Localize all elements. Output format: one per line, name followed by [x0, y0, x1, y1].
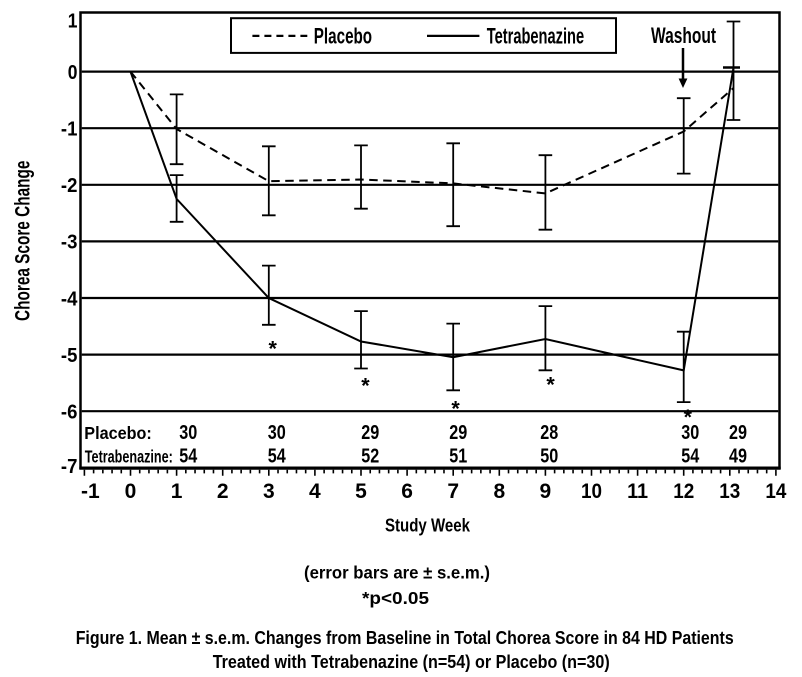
- svg-text:3: 3: [263, 480, 275, 503]
- svg-text:Tetrabenazine:: Tetrabenazine:: [85, 446, 173, 466]
- svg-text:51: 51: [449, 445, 467, 467]
- svg-text:Washout: Washout: [651, 23, 716, 48]
- svg-text:-5: -5: [61, 345, 78, 367]
- svg-text:4: 4: [309, 480, 321, 503]
- svg-text:28: 28: [540, 422, 558, 444]
- svg-text:Figure 1. Mean ± s.e.m. Change: Figure 1. Mean ± s.e.m. Changes from Bas…: [76, 628, 734, 648]
- svg-text:Placebo:: Placebo:: [84, 423, 152, 443]
- svg-text:-3: -3: [61, 232, 78, 254]
- svg-text:*p<0.05: *p<0.05: [362, 588, 429, 608]
- svg-text:-7: -7: [61, 456, 78, 478]
- svg-text:-1: -1: [81, 480, 100, 503]
- svg-text:11: 11: [627, 480, 648, 503]
- svg-text:0: 0: [68, 62, 78, 84]
- svg-text:7: 7: [447, 480, 459, 503]
- svg-text:-1: -1: [61, 119, 78, 141]
- svg-text:Placebo: Placebo: [314, 24, 372, 49]
- svg-text:Treated with Tetrabenazine (n=: Treated with Tetrabenazine (n=54) or Pla…: [213, 652, 610, 672]
- svg-text:54: 54: [268, 445, 287, 467]
- svg-text:*: *: [361, 374, 370, 398]
- svg-text:29: 29: [449, 422, 467, 444]
- svg-text:-2: -2: [61, 175, 78, 197]
- svg-text:54: 54: [681, 445, 700, 467]
- svg-text:6: 6: [401, 480, 413, 503]
- svg-text:Tetrabenazine: Tetrabenazine: [487, 24, 584, 49]
- svg-text:1: 1: [68, 11, 78, 33]
- svg-text:9: 9: [540, 480, 552, 503]
- svg-text:-6: -6: [61, 402, 78, 424]
- svg-text:2: 2: [217, 480, 229, 503]
- svg-text:12: 12: [673, 480, 694, 503]
- svg-text:*: *: [546, 373, 555, 397]
- svg-text:52: 52: [361, 445, 379, 467]
- svg-text:*: *: [269, 337, 278, 361]
- svg-text:Chorea Score Change: Chorea Score Change: [12, 161, 35, 321]
- svg-text:29: 29: [729, 422, 747, 444]
- svg-text:5: 5: [355, 480, 367, 503]
- svg-text:13: 13: [719, 480, 740, 503]
- svg-text:*: *: [451, 397, 460, 421]
- svg-text:29: 29: [361, 422, 379, 444]
- svg-text:14: 14: [765, 480, 786, 503]
- svg-text:30: 30: [268, 422, 286, 444]
- svg-text:1: 1: [171, 480, 183, 503]
- svg-text:30: 30: [681, 422, 699, 444]
- svg-text:8: 8: [493, 480, 505, 503]
- svg-text:0: 0: [125, 480, 137, 503]
- svg-text:54: 54: [179, 445, 198, 467]
- svg-text:-4: -4: [61, 288, 78, 310]
- svg-text:30: 30: [179, 422, 197, 444]
- svg-text:50: 50: [540, 445, 558, 467]
- svg-text:(error bars are ± s.e.m.): (error bars are ± s.e.m.): [304, 563, 490, 583]
- svg-text:49: 49: [729, 445, 747, 467]
- svg-text:*: *: [684, 405, 693, 429]
- svg-text:Study Week: Study Week: [385, 515, 471, 536]
- svg-text:10: 10: [581, 480, 602, 503]
